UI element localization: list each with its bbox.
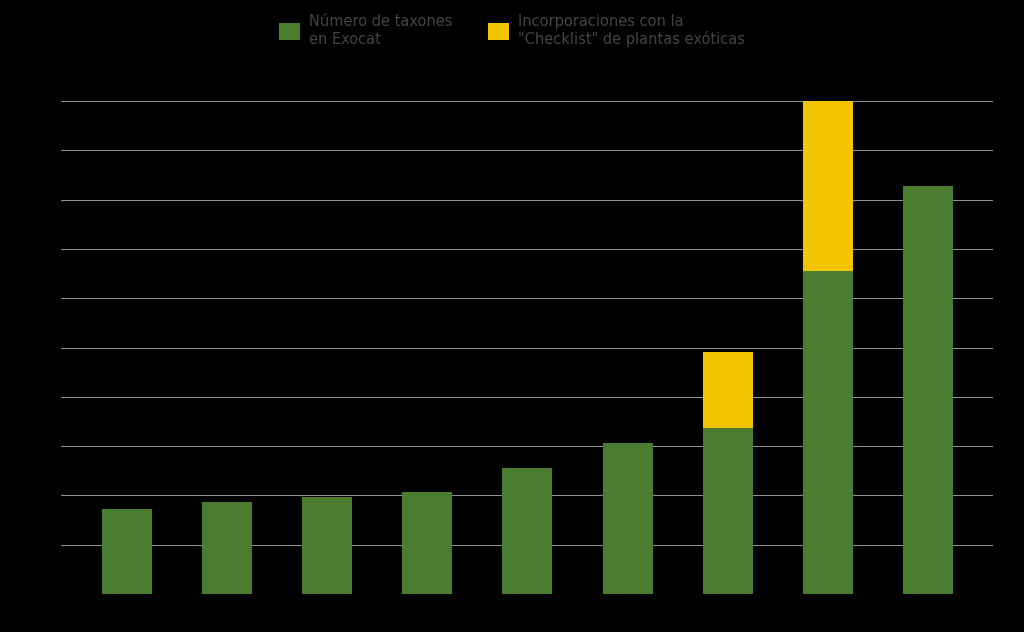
Bar [702, 428, 753, 594]
Bar [803, 93, 853, 271]
Legend: Número de taxones
en Exocat, Incorporaciones con la
"Checklist" de plantas exóti: Número de taxones en Exocat, Incorporaci… [280, 14, 744, 47]
Bar [903, 186, 953, 594]
Bar [202, 502, 252, 594]
Bar [503, 468, 552, 594]
Bar [602, 443, 652, 594]
Bar [302, 497, 352, 594]
Bar [101, 509, 152, 594]
Bar [702, 352, 753, 428]
Bar [402, 492, 453, 594]
Bar [803, 271, 853, 594]
